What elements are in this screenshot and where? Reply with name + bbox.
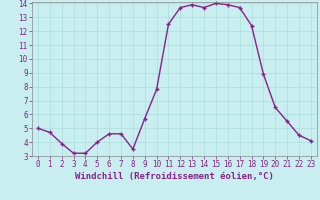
X-axis label: Windchill (Refroidissement éolien,°C): Windchill (Refroidissement éolien,°C) bbox=[75, 172, 274, 181]
